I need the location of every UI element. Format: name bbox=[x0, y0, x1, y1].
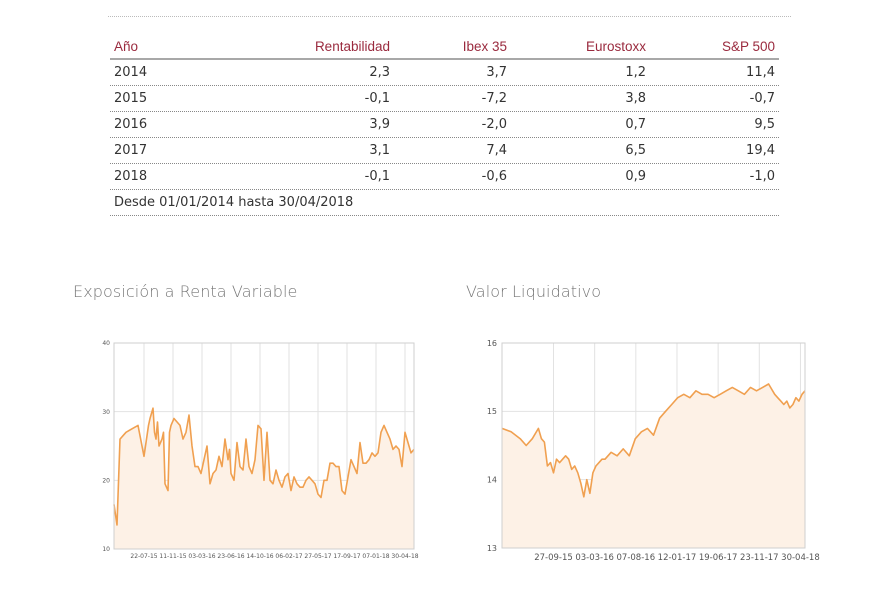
date-range-note: Desde 01/01/2014 hasta 30/04/2018 bbox=[114, 195, 354, 210]
chart-title-exposicion: Exposición a Renta Variable bbox=[73, 282, 298, 301]
y-tick-label: 15 bbox=[487, 407, 497, 416]
y-tick-label: 30 bbox=[102, 409, 110, 416]
table-header: Año Rentabilidad Ibex 35 Eurostoxx S&P 5… bbox=[110, 34, 779, 60]
cell-ibex35: -7,2 bbox=[481, 91, 507, 106]
x-tick-label: 11-11-15 bbox=[159, 553, 186, 560]
x-tick-label: 06-02-17 bbox=[275, 553, 302, 560]
x-tick-label: 07-08-16 bbox=[617, 553, 656, 563]
table-row: 2018 -0,1 -0,6 0,9 -1,0 bbox=[110, 164, 779, 190]
header-eurostoxx: Eurostoxx bbox=[585, 38, 646, 54]
cell-year: 2017 bbox=[114, 143, 148, 158]
chart-title-valor-liquidativo: Valor Liquidativo bbox=[466, 282, 602, 301]
cell-ibex35: -2,0 bbox=[481, 117, 507, 132]
plot-frame bbox=[501, 342, 806, 549]
cell-ibex35: 7,4 bbox=[486, 143, 507, 158]
exposure-chart: 40 30 20 10 22-07-15 11-11-15 03-03-16 23-06-16… bbox=[102, 340, 418, 560]
table-row: 2015 -0,1 -7,2 3,8 -0,7 bbox=[110, 86, 779, 112]
cell-year: 2014 bbox=[114, 65, 148, 80]
cell-eurostoxx: 3,8 bbox=[625, 91, 646, 106]
series-line bbox=[113, 407, 415, 526]
table-row: 2017 3,1 7,4 6,5 19,4 bbox=[110, 138, 779, 164]
cell-eurostoxx: 6,5 bbox=[625, 143, 646, 158]
x-tick-label: 07-01-18 bbox=[362, 553, 389, 560]
x-tick-label: 23-06-16 bbox=[217, 553, 244, 560]
x-tick-label: 27-05-17 bbox=[304, 553, 331, 560]
x-tick-label: 30-04-18 bbox=[781, 553, 820, 563]
y-tick-label: 14 bbox=[487, 475, 497, 484]
table-footnote-row: Desde 01/01/2014 hasta 30/04/2018 bbox=[110, 190, 779, 216]
header-sp500: S&P 500 bbox=[721, 38, 775, 54]
x-tick-label: 12-01-17 bbox=[658, 553, 697, 563]
y-tick-label: 40 bbox=[102, 340, 110, 347]
cell-rentabilidad: 3,9 bbox=[369, 117, 390, 132]
cell-year: 2016 bbox=[114, 117, 148, 132]
x-tick-label: 03-03-16 bbox=[188, 553, 215, 560]
table-row: 2016 3,9 -2,0 0,7 9,5 bbox=[110, 112, 779, 138]
y-tick-label: 16 bbox=[487, 339, 497, 348]
cell-eurostoxx: 0,9 bbox=[625, 169, 646, 184]
cell-rentabilidad: -0,1 bbox=[364, 91, 390, 106]
cell-ibex35: 3,7 bbox=[486, 65, 507, 80]
y-tick-label: 13 bbox=[487, 544, 497, 553]
cell-sp500: 19,4 bbox=[746, 143, 775, 158]
table-row: 2014 2,3 3,7 1,2 11,4 bbox=[110, 60, 779, 86]
header-ibex35: Ibex 35 bbox=[462, 38, 507, 54]
cell-sp500: 9,5 bbox=[754, 117, 775, 132]
cell-year: 2015 bbox=[114, 91, 148, 106]
header-year: Año bbox=[114, 38, 139, 54]
top-dotted-divider bbox=[108, 16, 791, 17]
x-tick-label: 30-04-18 bbox=[391, 553, 418, 560]
plot-frame bbox=[113, 342, 415, 550]
nav-chart: 16 15 14 13 27-09-15 03-03-16 07-08-16 12-01-17… bbox=[487, 339, 820, 563]
x-tick-label: 27-09-15 bbox=[534, 553, 573, 563]
series-area-fill bbox=[114, 408, 414, 549]
cell-sp500: -1,0 bbox=[749, 169, 775, 184]
cell-rentabilidad: -0,1 bbox=[364, 169, 390, 184]
cell-rentabilidad: 2,3 bbox=[369, 65, 390, 80]
returns-table: Año Rentabilidad Ibex 35 Eurostoxx S&P 5… bbox=[110, 34, 779, 216]
x-tick-label: 03-03-16 bbox=[575, 553, 614, 563]
x-tick-label: 17-09-17 bbox=[333, 553, 360, 560]
cell-year: 2018 bbox=[114, 169, 148, 184]
cell-eurostoxx: 0,7 bbox=[625, 117, 646, 132]
y-tick-label: 20 bbox=[102, 477, 110, 484]
header-rentabilidad: Rentabilidad bbox=[314, 38, 390, 54]
cell-sp500: 11,4 bbox=[746, 65, 775, 80]
cell-ibex35: -0,6 bbox=[481, 169, 507, 184]
cell-eurostoxx: 1,2 bbox=[625, 65, 646, 80]
cell-sp500: -0,7 bbox=[749, 91, 775, 106]
series-line bbox=[501, 383, 806, 498]
x-tick-label: 22-07-15 bbox=[130, 553, 157, 560]
x-tick-label: 14-10-16 bbox=[246, 553, 273, 560]
x-tick-label: 23-11-17 bbox=[740, 553, 779, 563]
x-tick-label: 19-06-17 bbox=[699, 553, 738, 563]
series-area-fill bbox=[502, 384, 805, 548]
y-tick-label: 10 bbox=[102, 546, 110, 553]
cell-rentabilidad: 3,1 bbox=[369, 143, 390, 158]
